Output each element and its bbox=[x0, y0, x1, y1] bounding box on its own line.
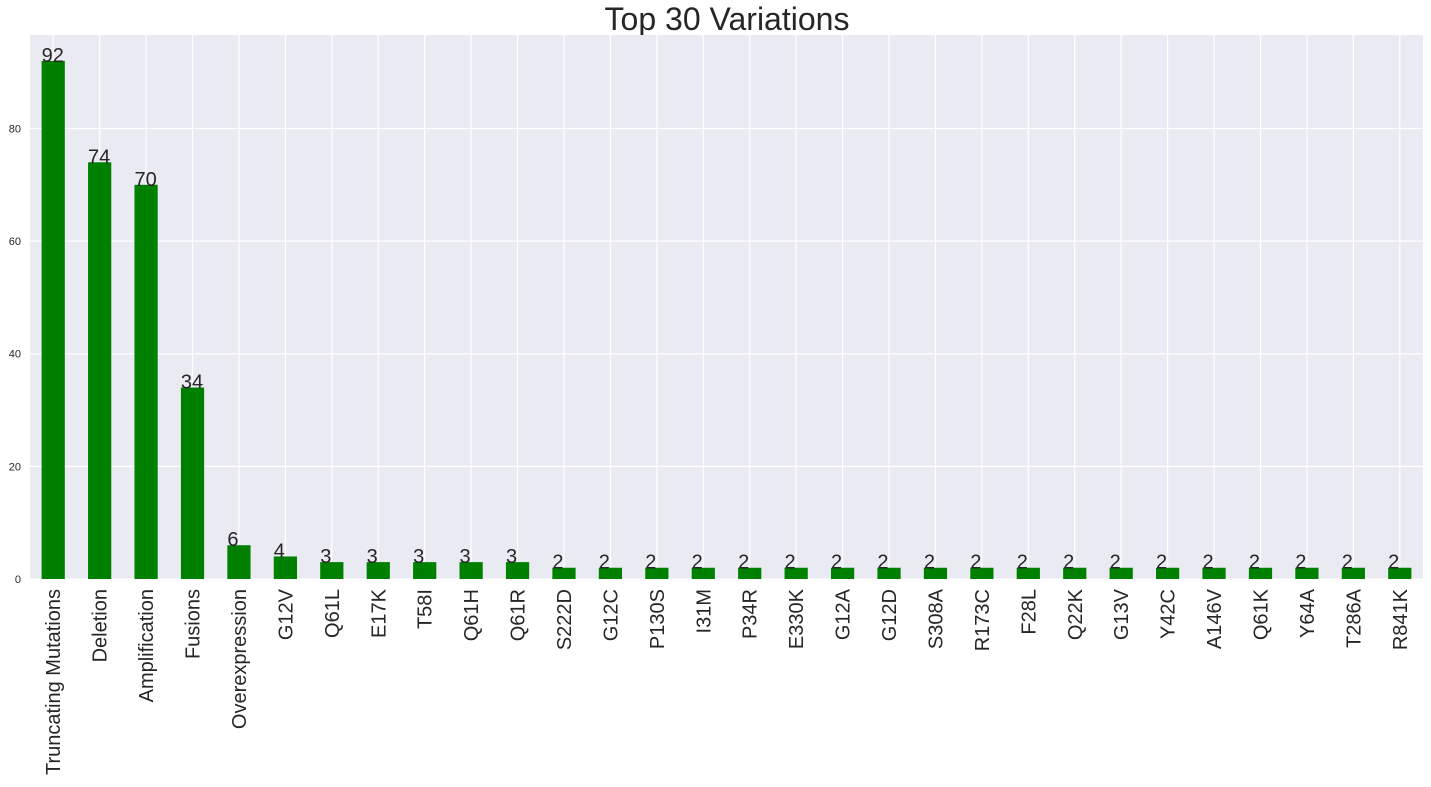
bar bbox=[227, 545, 251, 579]
x-tick-label: G12V bbox=[275, 588, 297, 640]
bar-value-label: 92 bbox=[42, 45, 64, 67]
bar-value-label: 2 bbox=[1156, 552, 1167, 574]
bar-value-label: 2 bbox=[970, 552, 981, 574]
bar-value-label: 74 bbox=[88, 146, 110, 168]
x-tick-label: T286A bbox=[1343, 588, 1365, 648]
y-tick-label: 60 bbox=[9, 236, 21, 248]
bar-value-label: 2 bbox=[1249, 552, 1260, 574]
bar bbox=[830, 567, 855, 579]
bar bbox=[691, 567, 715, 579]
x-tick-label: G12C bbox=[600, 589, 622, 641]
x-tick-label: I31M bbox=[693, 589, 715, 633]
x-tick-label: Overexpression bbox=[229, 589, 251, 729]
bar-value-label: 2 bbox=[785, 552, 796, 574]
bar-value-label: 34 bbox=[181, 372, 203, 394]
bar-value-label: 2 bbox=[831, 552, 842, 574]
x-tick-label: R841K bbox=[1390, 588, 1412, 650]
bar-value-label: 2 bbox=[877, 552, 888, 574]
x-tick-label: T58I bbox=[415, 589, 437, 629]
bar-value-label: 2 bbox=[599, 552, 610, 574]
x-tick-label: E17K bbox=[368, 588, 390, 638]
bar bbox=[413, 562, 437, 579]
bar-value-label: 3 bbox=[506, 546, 517, 568]
x-tick-label: Q61K bbox=[1250, 588, 1272, 640]
x-tick-label: G12D bbox=[879, 589, 901, 641]
bar-value-label: 3 bbox=[460, 546, 471, 568]
x-tick-label: Fusions bbox=[183, 589, 205, 659]
bar-value-label: 2 bbox=[738, 552, 749, 574]
y-tick-label: 40 bbox=[9, 349, 21, 361]
bar-value-label: 3 bbox=[413, 546, 424, 568]
bar bbox=[134, 184, 158, 579]
x-tick-label: A146V bbox=[1204, 588, 1226, 649]
x-tick-label: Deletion bbox=[90, 589, 112, 662]
bar-value-label: 3 bbox=[320, 546, 331, 568]
bar bbox=[1388, 567, 1412, 579]
bar-value-label: 2 bbox=[692, 552, 703, 574]
y-tick-label: 80 bbox=[9, 123, 21, 135]
x-tick-label: Amplification bbox=[136, 589, 158, 702]
bar bbox=[645, 567, 669, 579]
bar-value-label: 2 bbox=[1063, 552, 1074, 574]
bar bbox=[88, 162, 112, 579]
bar-value-label: 6 bbox=[227, 529, 238, 551]
bar bbox=[320, 562, 344, 579]
y-tick-label: 0 bbox=[15, 574, 21, 586]
bar bbox=[784, 567, 808, 579]
bar bbox=[1295, 567, 1319, 579]
bar-value-label: 2 bbox=[1110, 552, 1121, 574]
x-tick-label: P130S bbox=[647, 589, 669, 649]
bar bbox=[970, 567, 994, 579]
bar bbox=[459, 562, 483, 579]
x-tick-label: S308A bbox=[925, 588, 947, 649]
y-tick-label: 20 bbox=[9, 461, 21, 473]
bar bbox=[598, 567, 623, 579]
x-tick-label: Y42C bbox=[1158, 589, 1180, 639]
x-tick-label: Q22K bbox=[1065, 588, 1087, 640]
bar-value-label: 2 bbox=[1388, 552, 1399, 574]
bar-value-label: 2 bbox=[552, 552, 563, 574]
x-tick-label: G13V bbox=[1111, 588, 1133, 640]
bar-value-label: 2 bbox=[1295, 552, 1306, 574]
bar-value-label: 2 bbox=[645, 552, 656, 574]
bar-value-label: 70 bbox=[134, 169, 156, 191]
x-tick-label: Y64A bbox=[1297, 588, 1319, 638]
x-tick-label: Q61H bbox=[461, 589, 483, 641]
x-tick-label: G12A bbox=[833, 588, 855, 640]
bar bbox=[1202, 567, 1226, 579]
bar bbox=[877, 567, 901, 579]
bar-value-label: 4 bbox=[274, 540, 285, 562]
plot-area bbox=[30, 35, 1423, 579]
bar-value-label: 2 bbox=[924, 552, 935, 574]
x-tick-label: Q61R bbox=[508, 589, 530, 641]
bar bbox=[505, 562, 530, 579]
bar bbox=[1341, 567, 1365, 579]
bar bbox=[1248, 567, 1273, 579]
bar-value-label: 2 bbox=[1342, 552, 1353, 574]
bar-value-label: 3 bbox=[367, 546, 378, 568]
bar bbox=[366, 562, 390, 579]
x-tick-label: P34R bbox=[740, 589, 762, 639]
bar bbox=[180, 387, 205, 579]
bar-value-label: 2 bbox=[1017, 552, 1028, 574]
bar bbox=[923, 567, 948, 579]
bar bbox=[41, 60, 65, 579]
bar bbox=[273, 556, 297, 579]
bar bbox=[552, 567, 576, 579]
bar bbox=[1156, 567, 1180, 579]
bar bbox=[1063, 567, 1087, 579]
bar bbox=[1016, 567, 1040, 579]
x-tick-label: S222D bbox=[554, 589, 576, 650]
bar bbox=[738, 567, 762, 579]
x-tick-label: Q61L bbox=[322, 589, 344, 638]
x-tick-label: F28L bbox=[1018, 589, 1040, 635]
x-tick-label: R173C bbox=[972, 589, 994, 651]
chart-title: Top 30 Variations bbox=[605, 1, 850, 37]
x-tick-label: E330K bbox=[786, 588, 808, 649]
x-tick-label: Truncating Mutations bbox=[43, 589, 65, 775]
bar-value-label: 2 bbox=[1202, 552, 1213, 574]
bar bbox=[1109, 567, 1133, 579]
